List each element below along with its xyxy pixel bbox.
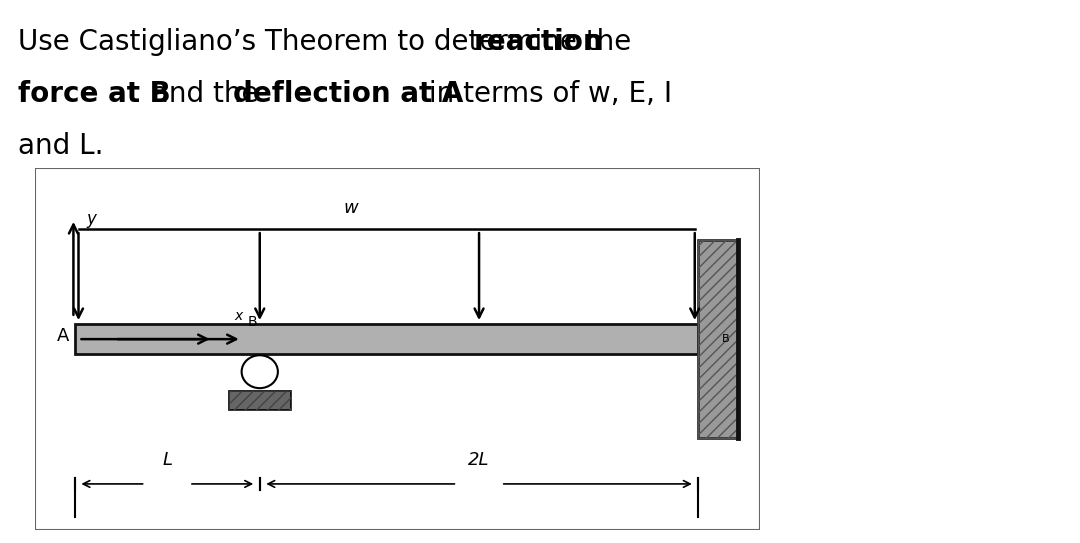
Text: 2L: 2L xyxy=(469,451,490,470)
Text: y: y xyxy=(86,210,96,228)
Text: x: x xyxy=(234,308,242,323)
Bar xyxy=(699,241,739,438)
Text: A: A xyxy=(57,327,69,345)
Text: B: B xyxy=(721,334,729,344)
Text: reaction: reaction xyxy=(474,28,604,56)
Text: deflection at A: deflection at A xyxy=(233,80,463,108)
Bar xyxy=(699,241,739,438)
Bar xyxy=(229,392,291,410)
Bar xyxy=(229,392,291,410)
Text: force at B: force at B xyxy=(18,80,171,108)
Text: and L.: and L. xyxy=(18,132,104,160)
Text: in terms of w, E, I: in terms of w, E, I xyxy=(420,80,673,108)
Text: and the: and the xyxy=(143,80,268,108)
Text: w: w xyxy=(343,199,357,217)
Circle shape xyxy=(242,355,278,388)
Text: L: L xyxy=(162,451,173,470)
Text: Use Castigliano’s Theorem to determine the: Use Castigliano’s Theorem to determine t… xyxy=(18,28,640,56)
Text: B: B xyxy=(247,315,257,329)
Bar xyxy=(75,324,699,354)
